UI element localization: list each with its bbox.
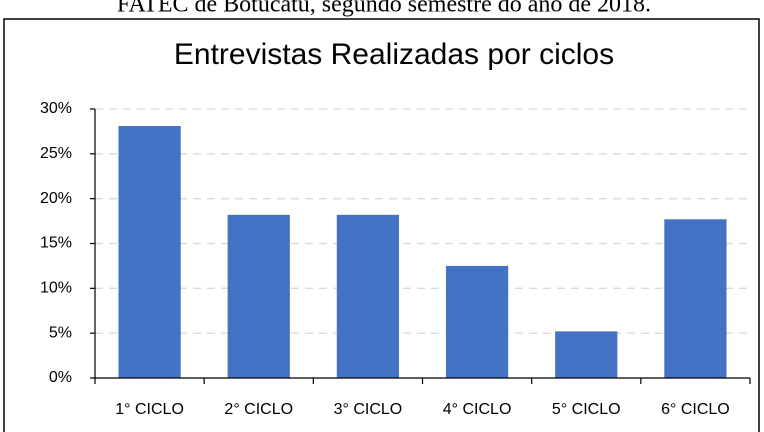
x-tick-label: 3° CICLO — [334, 401, 403, 418]
y-tick-label: 20% — [40, 190, 72, 207]
caption: FATEC de Botucatu, segundo semestre do a… — [117, 0, 651, 18]
y-tick-label: 15% — [40, 235, 72, 252]
y-tick-label: 10% — [40, 280, 72, 297]
y-tick-label: 30% — [40, 100, 72, 117]
x-tick-label: 2° CICLO — [224, 401, 293, 418]
chart-border — [3, 18, 760, 432]
y-tick-label: 0% — [49, 369, 72, 386]
bar — [227, 214, 290, 378]
bar — [664, 219, 727, 378]
x-tick-label: 4° CICLO — [443, 401, 512, 418]
bar — [118, 126, 181, 378]
chart-title: Entrevistas Realizadas por ciclos — [174, 38, 614, 71]
y-tick-label: 5% — [49, 324, 72, 341]
bar — [445, 265, 509, 378]
x-tick-label: 5° CICLO — [552, 401, 621, 418]
y-tick-label: 25% — [40, 145, 72, 162]
x-tick-label: 6° CICLO — [661, 401, 730, 418]
x-tick-label: 1° CICLO — [115, 401, 184, 418]
bar — [555, 331, 618, 378]
bar — [336, 214, 400, 378]
